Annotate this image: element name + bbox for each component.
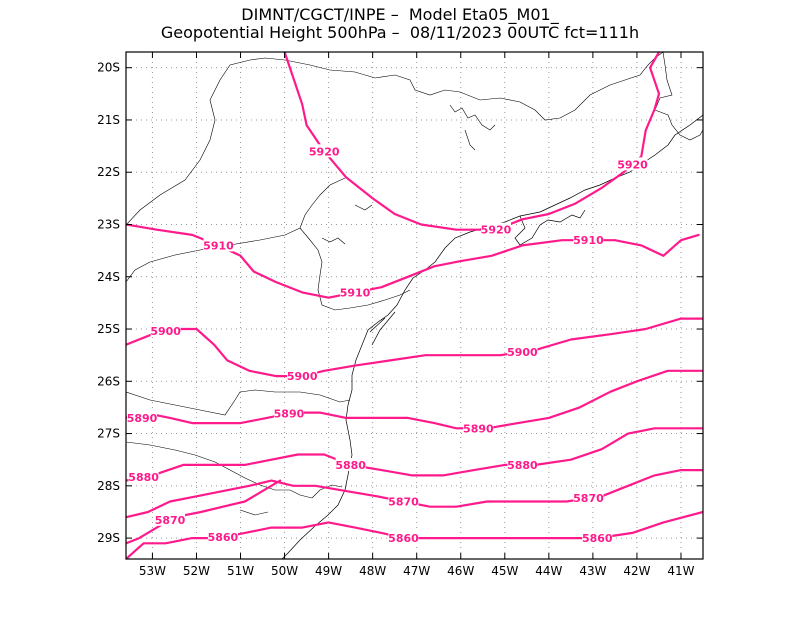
contour-label-5920: 5920 — [309, 145, 340, 158]
contour-label-5900: 5900 — [150, 325, 181, 338]
x-tick-label: 46W — [447, 564, 474, 578]
contour-label-5890: 5890 — [127, 412, 158, 425]
contour-layer — [126, 52, 703, 559]
contour-label-bg — [388, 494, 419, 508]
contour-label-bg — [207, 530, 238, 544]
contour-label-5860: 5860 — [208, 531, 239, 544]
x-tick-label: 42W — [623, 564, 650, 578]
contour-label-5880: 5880 — [335, 459, 366, 472]
contour-5890 — [126, 369, 703, 430]
contour-label-bg — [309, 144, 340, 158]
state-borders — [126, 52, 703, 499]
y-tick-label: 27S — [97, 427, 120, 441]
contour-label-5860: 5860 — [388, 532, 419, 545]
y-tick-label: 25S — [97, 322, 120, 336]
contour-label-bg — [573, 491, 604, 505]
y-tick-label: 29S — [97, 531, 120, 545]
contour-labels: 5920 5920 5920 5910 5910 5910 5900 5900 5900 5890… — [127, 144, 648, 545]
x-tick-label: 51W — [227, 564, 254, 578]
contour-label-bg — [127, 410, 157, 424]
x-tick-label: 45W — [491, 564, 518, 578]
contour-label-bg — [507, 457, 538, 471]
basemap — [126, 52, 703, 559]
y-tick-label: 23S — [97, 217, 120, 231]
contour-label-bg — [335, 457, 366, 471]
contour-label-5910: 5910 — [203, 239, 234, 252]
title-line-1: DIMNT/CGCT/INPE – Model Eta05_M01_ — [241, 5, 559, 24]
contour-5920 — [283, 52, 661, 231]
x-tick-label: 48W — [359, 564, 386, 578]
x-tick-label: 41W — [667, 564, 694, 578]
y-tick-label: 22S — [97, 165, 120, 179]
plot-frame — [125, 51, 704, 560]
contour-label-bg — [507, 344, 538, 358]
contour-label-5870: 5870 — [573, 492, 604, 505]
map-title: DIMNT/CGCT/INPE – Model Eta05_M01_ Geopo… — [0, 6, 800, 42]
coastline-detail — [369, 209, 586, 346]
contour-label-5900: 5900 — [507, 346, 538, 359]
reservoir — [239, 104, 496, 516]
contour-label-5900: 5900 — [287, 370, 318, 383]
contour-label-bg — [150, 324, 181, 338]
contour-label-bg — [287, 369, 318, 383]
contour-label-bg — [573, 233, 604, 247]
contour-label-bg — [582, 531, 613, 545]
coastline — [281, 114, 703, 559]
contour-label-bg — [388, 531, 419, 545]
x-tick-label: 53W — [139, 564, 166, 578]
y-tick-label: 26S — [97, 374, 120, 388]
y-tick-label: 21S — [97, 113, 120, 127]
y-tick-label: 28S — [97, 479, 120, 493]
grid-lines — [126, 52, 703, 559]
y-tick-label: 20S — [97, 61, 120, 75]
contour-label-5860: 5860 — [582, 532, 613, 545]
contour-5880 — [126, 427, 703, 482]
title-line-2: Geopotential Height 500hPa – 08/11/2023 … — [160, 23, 640, 42]
x-tick-label: 43W — [579, 564, 606, 578]
x-tick-label: 49W — [315, 564, 342, 578]
x-tick-label: 50W — [271, 564, 298, 578]
contour-label-5890: 5890 — [463, 422, 494, 435]
contour-5900 — [126, 317, 703, 378]
contour-label-bg — [340, 285, 371, 299]
contour-label-5910: 5910 — [340, 286, 371, 299]
contour-label-5880: 5880 — [128, 471, 159, 484]
contour-label-5870: 5870 — [388, 496, 419, 509]
contour-label-5920: 5920 — [617, 158, 648, 171]
axes: 53W 52W 51W 50W 49W 48W 47W 46W 45W 44W 43W 42W 41W 2… — [97, 52, 703, 578]
x-tick-label: 44W — [535, 564, 562, 578]
contour-label-bg — [203, 238, 234, 252]
contour-label-bg — [273, 406, 304, 420]
contour-5870 — [126, 479, 282, 545]
contour-label-bg — [617, 157, 648, 171]
contour-label-5920: 5920 — [481, 224, 512, 237]
contour-label-5870: 5870 — [155, 514, 186, 527]
contour-label-5880: 5880 — [507, 459, 538, 472]
contour-5910 — [126, 223, 700, 299]
contour-label-bg — [463, 421, 494, 435]
contour-label-bg — [155, 512, 186, 526]
contour-label-bg — [128, 470, 159, 484]
contour-label-5890: 5890 — [274, 408, 305, 421]
y-tick-label: 24S — [97, 270, 120, 284]
contour-label-bg — [480, 222, 511, 236]
x-tick-label: 47W — [403, 564, 430, 578]
contour-label-5910: 5910 — [573, 234, 604, 247]
x-tick-label: 52W — [183, 564, 210, 578]
